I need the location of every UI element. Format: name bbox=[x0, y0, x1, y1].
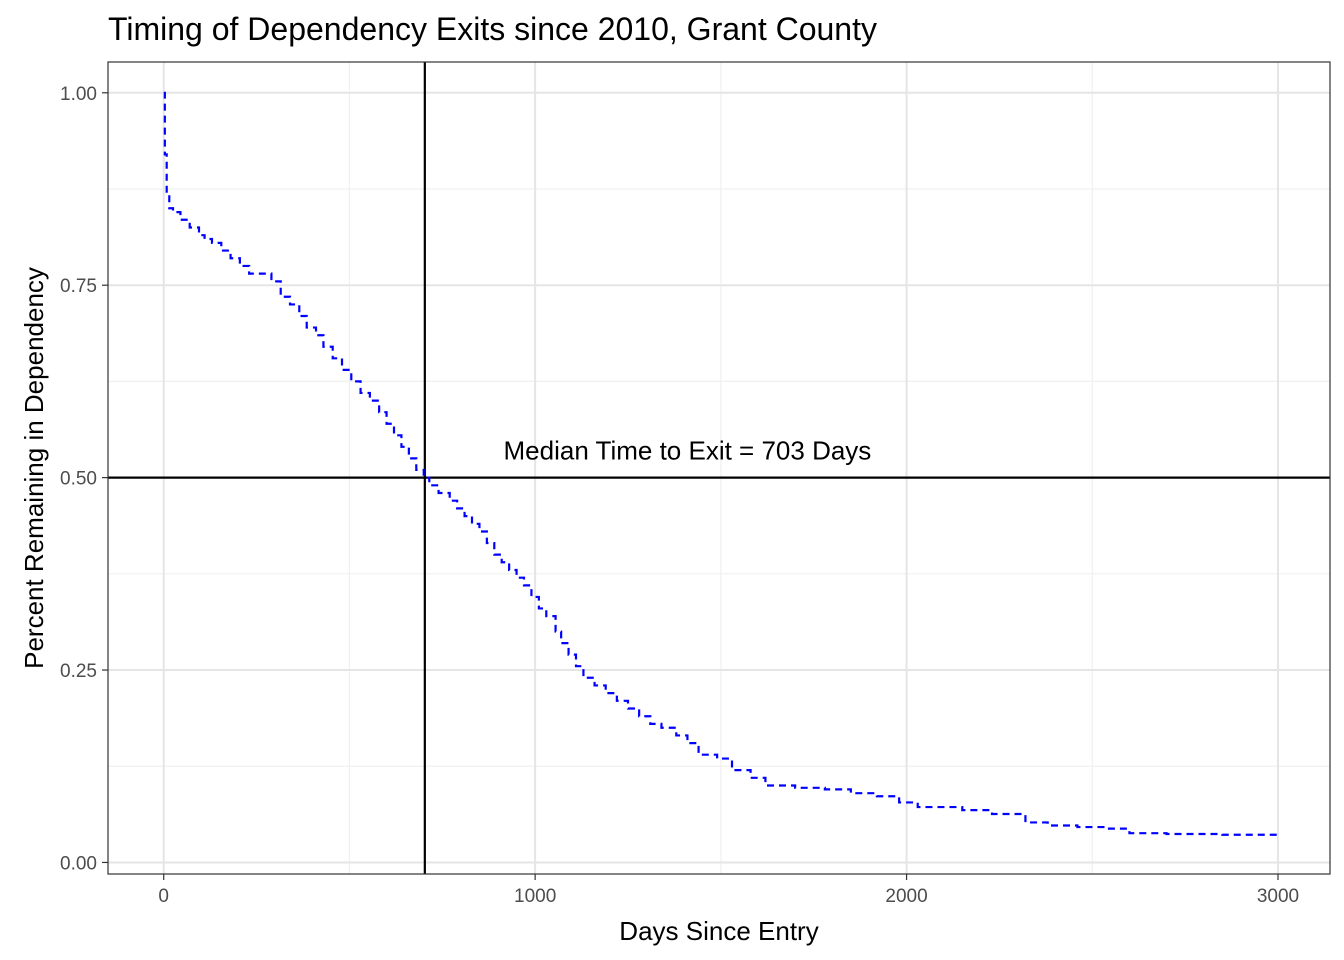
x-axis-title: Days Since Entry bbox=[619, 916, 818, 946]
y-tick-label: 0.75 bbox=[60, 276, 97, 297]
x-tick-label: 3000 bbox=[1257, 886, 1299, 907]
y-tick-label: 0.25 bbox=[60, 661, 97, 682]
survival-curve-series-line bbox=[163, 91, 1278, 836]
minor-gridlines bbox=[108, 62, 1330, 874]
chart-title: Timing of Dependency Exits since 2010, G… bbox=[108, 11, 877, 47]
y-tick-label: 1.00 bbox=[60, 84, 97, 105]
x-tick-label: 2000 bbox=[885, 886, 927, 907]
y-axis-title: Percent Remaining in Dependency bbox=[19, 267, 49, 669]
median-annotation: Median Time to Exit = 703 Days bbox=[504, 436, 872, 466]
y-axis-ticks: 0.00 0.25 0.50 0.75 1.00 bbox=[60, 84, 108, 874]
panel-border bbox=[107, 61, 1331, 875]
series-layer bbox=[163, 91, 1278, 836]
x-tick-label: 0 bbox=[158, 886, 169, 907]
y-tick-label: 0.50 bbox=[60, 469, 97, 490]
y-tick-label: 0.00 bbox=[60, 853, 97, 874]
x-tick-label: 1000 bbox=[514, 886, 556, 907]
median-reference-lines bbox=[108, 62, 1330, 874]
x-axis-ticks: 0 1000 2000 3000 bbox=[158, 874, 1299, 907]
